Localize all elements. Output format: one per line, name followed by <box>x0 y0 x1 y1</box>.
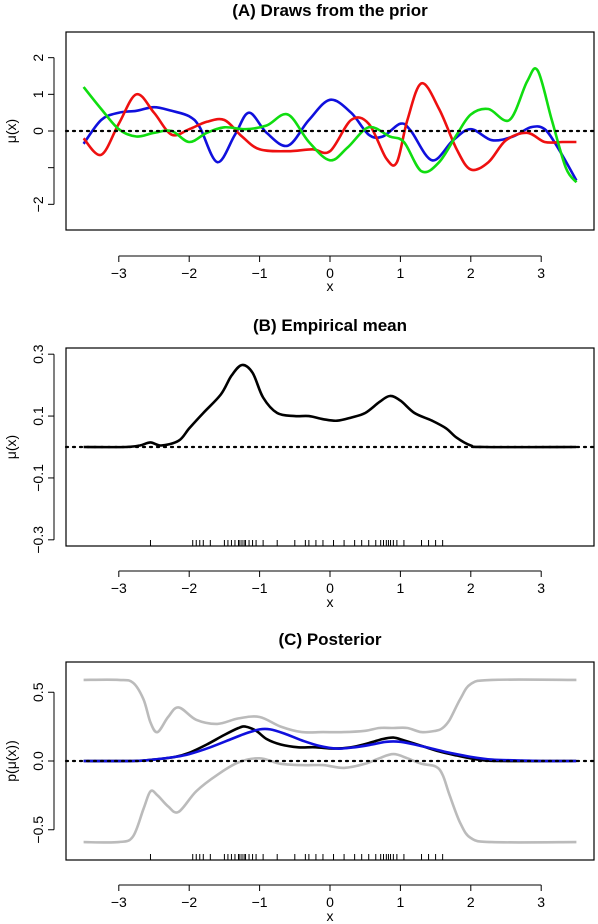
panel-c-x-tick-label: 1 <box>397 894 405 910</box>
panel-a: −3 −2 −1 0 1 2 3 −2 0 1 2 x μ(x) <box>3 31 596 294</box>
panel-c-series-group <box>83 678 577 844</box>
panel-c-x-tick-label: −1 <box>252 894 268 910</box>
panel-a-y-label: μ(x) <box>3 119 19 143</box>
panel-a-series-line <box>82 98 578 182</box>
panel-a-series-line <box>82 67 578 184</box>
panel-b-y-tick-label: −0.1 <box>30 464 46 492</box>
panel-c-y-tick-label: 0.5 <box>30 682 46 702</box>
panel-a-y-tick-label: 0 <box>30 127 46 135</box>
panel-c-y-label: p(μ(x)) <box>3 740 19 782</box>
panel-b-series-group <box>83 363 577 449</box>
panel-c-x-tick-label: −3 <box>111 894 127 910</box>
panel-c-x-tick-label: 2 <box>467 894 475 910</box>
panel-b-x-tick-label: 0 <box>326 580 334 596</box>
panel-b-x-tick-label: 1 <box>397 580 405 596</box>
panel-c-y-tick-label: 0.0 <box>30 751 46 771</box>
panel-a-x-tick-label: −3 <box>111 265 127 281</box>
panel-c-title: (C) Posterior <box>279 630 382 649</box>
panel-b-title: (B) Empirical mean <box>253 316 407 335</box>
panel-b-y-tick-label: 0.1 <box>30 406 46 426</box>
panel-b-y-label: μ(x) <box>3 435 19 459</box>
panel-a-y-tick-label: −2 <box>30 196 46 212</box>
panel-a-title: (A) Draws from the prior <box>232 1 428 20</box>
panel-c-x-tick-label: 3 <box>537 894 545 910</box>
panel-a-x-tick-label: −2 <box>181 265 197 281</box>
panel-b-x-tick-label: 2 <box>467 580 475 596</box>
panel-c-series-line <box>83 727 577 763</box>
panel-c-y-tick-label: −0.5 <box>30 816 46 844</box>
panel-b-y-tick-label: 0.3 <box>30 344 46 364</box>
panel-c-x-tick-label: 0 <box>326 894 334 910</box>
panel-c-x-label: x <box>327 908 334 924</box>
panel-a-x-tick-label: −1 <box>252 265 268 281</box>
panel-c-series-line <box>83 752 577 844</box>
panel-b-x-tick-label: −1 <box>252 580 268 596</box>
panel-b: −3 −2 −1 0 1 2 3 −0.3 −0.1 0.1 0.3 x μ(x) <box>3 344 596 610</box>
panel-a-x-label: x <box>327 278 334 294</box>
panel-b-series-line <box>83 363 577 449</box>
panel-a-x-tick-label: 2 <box>467 265 475 281</box>
panel-a-y-tick-label: 1 <box>30 90 46 98</box>
panel-b-x-tick-label: −3 <box>111 580 127 596</box>
panel-a-y-tick-label: 2 <box>30 54 46 62</box>
panel-c-series-line <box>83 678 577 734</box>
panel-b-x-tick-label: 3 <box>537 580 545 596</box>
panel-b-x-tick-label: −2 <box>181 580 197 596</box>
panel-a-x-tick-label: 1 <box>397 265 405 281</box>
panel-c: −3 −2 −1 0 1 2 3 −0.5 0.0 0.5 x p(μ(x)) <box>3 661 596 924</box>
panel-a-series-group <box>82 67 578 184</box>
panel-a-x-tick-label: 3 <box>537 265 545 281</box>
panel-b-y-tick-label: −0.3 <box>30 526 46 554</box>
panel-c-x-tick-label: −2 <box>181 894 197 910</box>
panel-b-x-label: x <box>327 594 334 610</box>
panel-a-x-tick-label: 0 <box>326 265 334 281</box>
panel-a-series-line <box>82 81 577 172</box>
